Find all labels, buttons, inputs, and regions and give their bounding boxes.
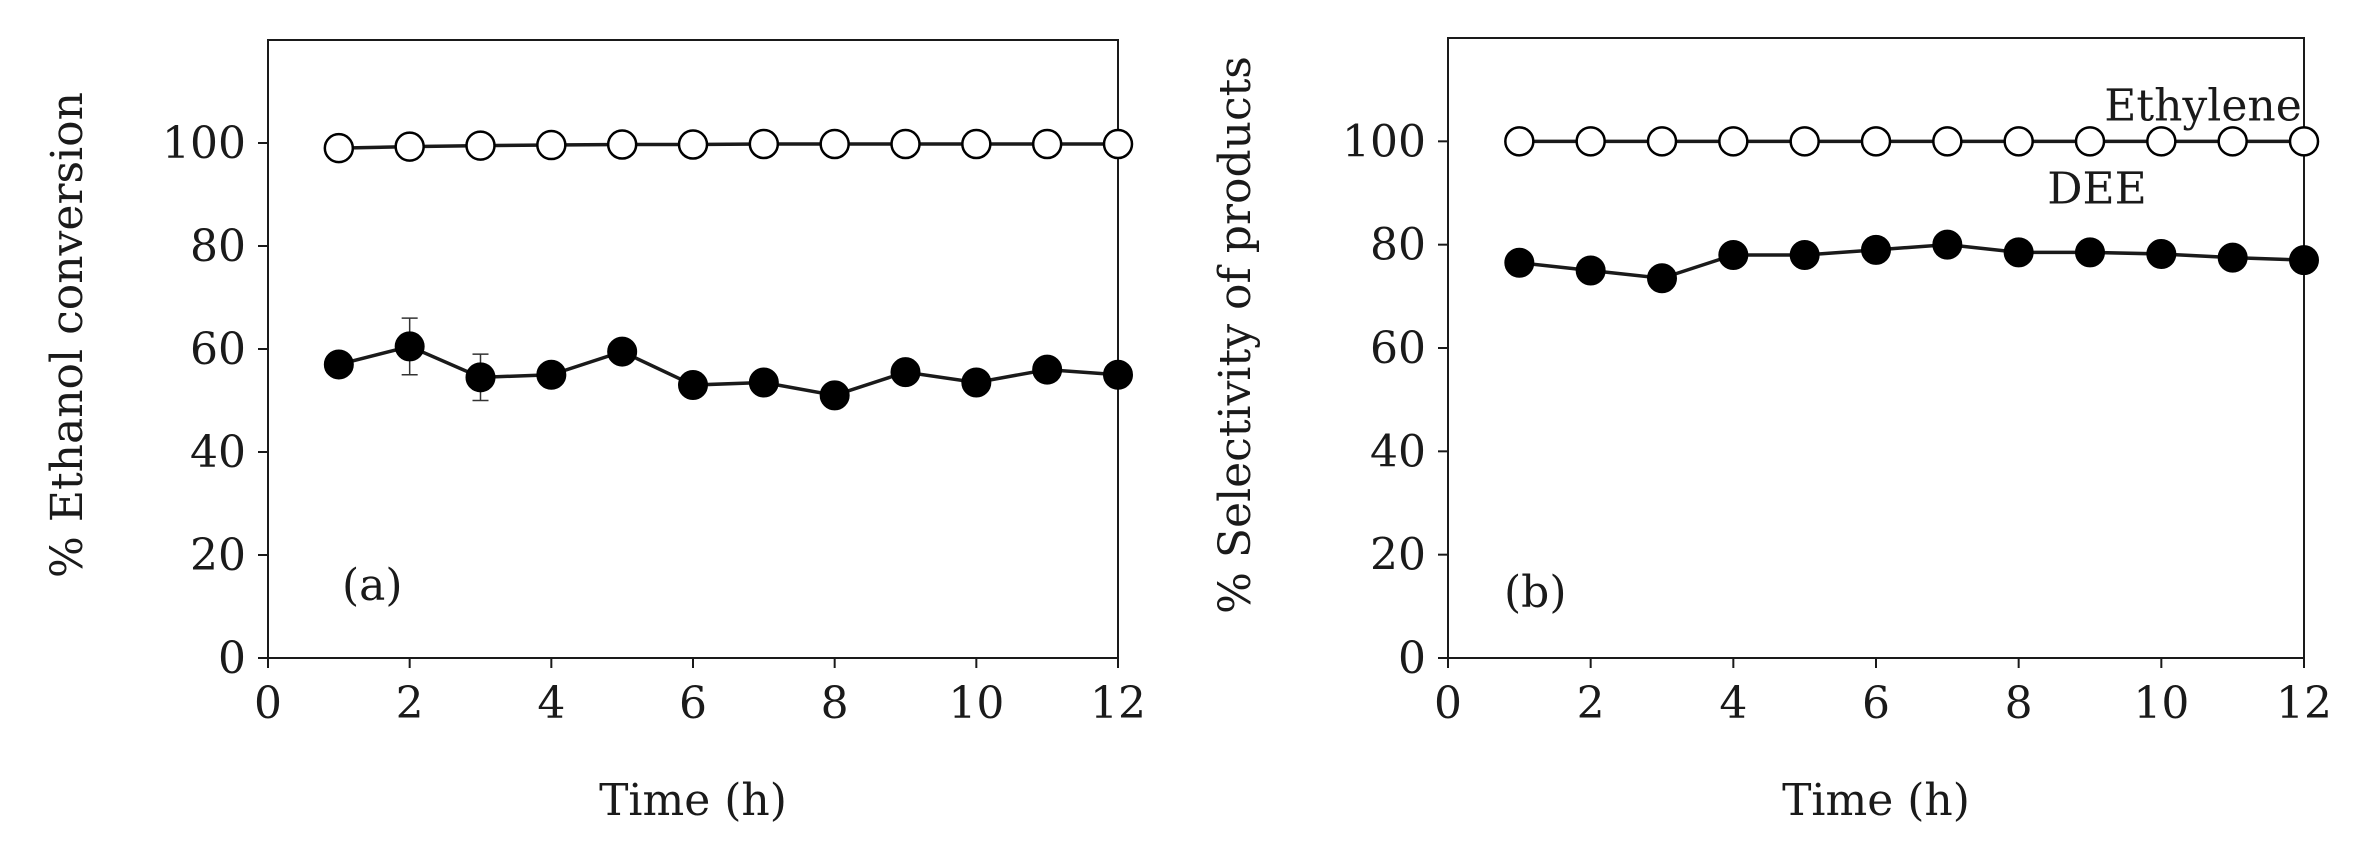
panel-a-ytick-label: 0 bbox=[218, 633, 246, 684]
panel-b-series-1-point bbox=[2217, 242, 2248, 273]
panel-a-xtick-label: 6 bbox=[679, 678, 707, 729]
panel-b-xlabel: Time (h) bbox=[1782, 775, 1970, 826]
panel-a-series-1-point bbox=[890, 357, 921, 388]
panel-a-ytick-label: 100 bbox=[162, 118, 246, 169]
panel-b-xtick-label: 12 bbox=[2276, 678, 2332, 729]
panel-b-series-0-point bbox=[1575, 126, 1606, 157]
panel-b-series-1-point bbox=[2146, 238, 2177, 269]
panel-a-series-0-point bbox=[606, 129, 638, 160]
panel-b-series-1-line bbox=[1519, 242, 2305, 281]
panel-b-series-1-point bbox=[2289, 245, 2319, 276]
panel-b-series-0-point bbox=[1504, 126, 1535, 157]
panel-a-series-0-point bbox=[961, 128, 992, 160]
panel-b-xtick-label: 4 bbox=[1719, 678, 1747, 729]
panel-b-series-1-point bbox=[1504, 247, 1535, 278]
panel-b-xtick-label: 6 bbox=[1862, 678, 1890, 729]
panel-a-series-0-line bbox=[338, 142, 1118, 150]
panel-b-series-0-point bbox=[2217, 126, 2248, 157]
panel-b-series-0-point bbox=[2003, 126, 2034, 157]
panel-b-panel-label: (b) bbox=[1504, 567, 1567, 618]
panel-a-xtick-label: 0 bbox=[254, 678, 282, 729]
panel-b-annotation: Ethylene bbox=[2104, 81, 2301, 132]
panel-a-series-0-point bbox=[394, 131, 425, 162]
panel-a-ytick-label: 80 bbox=[190, 221, 246, 272]
panel-b-ytick-label: 80 bbox=[1370, 220, 1426, 271]
panel-a-xtick-label: 4 bbox=[537, 678, 565, 729]
panel-a-xtick-label: 2 bbox=[396, 678, 424, 729]
panel-a-series-1-point bbox=[465, 362, 496, 393]
panel-b-ytick-label: 60 bbox=[1370, 323, 1426, 374]
panel-b-xtick-label: 8 bbox=[2005, 678, 2033, 729]
panel-b-annotation: DEE bbox=[2047, 163, 2147, 214]
panel-a-series-0-point bbox=[536, 129, 567, 161]
panel-a-series-1-point bbox=[748, 367, 779, 398]
panel-b-chart: % Selectivity of products Time (h) (b) 0… bbox=[1210, 37, 2332, 826]
panel-a-ylabel: % Ethanol conversion bbox=[42, 92, 93, 578]
panel-a-series-0-point bbox=[819, 128, 850, 160]
panel-b-series-1-point bbox=[2003, 237, 2034, 268]
panel-a-xtick-label: 12 bbox=[1090, 678, 1146, 729]
panel-a-series-1-point bbox=[1032, 354, 1063, 385]
panel-a-ytick-label: 40 bbox=[190, 427, 246, 478]
panel-b-series-0-point bbox=[1718, 126, 1749, 157]
panel-a-series-0-point bbox=[323, 132, 355, 164]
panel-a-series-1-line bbox=[338, 344, 1119, 398]
panel-a-series-1-point bbox=[678, 370, 708, 401]
panel-b-series-0-point bbox=[1932, 126, 1963, 157]
panel-b-ytick-label: 0 bbox=[1398, 633, 1426, 684]
panel-a-series-1-point bbox=[536, 359, 567, 390]
panel-b-series-0-point bbox=[1860, 126, 1892, 157]
panel-a-series-0-point bbox=[1102, 128, 1134, 160]
panel-a-series-1-point bbox=[1103, 359, 1133, 390]
panel-b-series-0-point bbox=[1646, 126, 1678, 157]
panel-b-ytick-label: 100 bbox=[1342, 116, 1426, 167]
panel-b-series-1-point bbox=[1575, 255, 1606, 286]
panel-a-series-0-point bbox=[677, 129, 709, 160]
panel-a-series-1-point bbox=[607, 336, 638, 367]
panel-a-xtick-label: 10 bbox=[948, 678, 1004, 729]
panel-a-xtick-label: 8 bbox=[821, 678, 849, 729]
panel-b-xtick-label: 2 bbox=[1577, 678, 1605, 729]
panel-b-xtick-label: 10 bbox=[2133, 678, 2189, 729]
panel-b-series-0-point bbox=[1789, 126, 1820, 157]
panel-a-series-1-point bbox=[323, 349, 354, 380]
panel-a-panel-label: (a) bbox=[342, 560, 403, 611]
panel-b-series-0-point bbox=[2146, 126, 2177, 157]
panel-b-ytick-label: 20 bbox=[1370, 530, 1426, 581]
panel-b-series-1-point bbox=[1789, 240, 1820, 270]
panel-a-series-1-point bbox=[961, 367, 992, 398]
panel-a-chart: % Ethanol conversion Time (h) (a) 0 2 4 6 8 1… bbox=[42, 39, 1146, 826]
panel-b-series-1-point bbox=[2075, 237, 2105, 268]
panel-b-ytick-label: 40 bbox=[1370, 426, 1426, 477]
panel-b-series-0-point bbox=[2288, 126, 2320, 157]
panel-b-series-1-point bbox=[1718, 240, 1749, 270]
panel-a-xlabel: Time (h) bbox=[599, 775, 787, 826]
panel-a-ytick-label: 20 bbox=[190, 530, 246, 581]
panel-a-series-1-point bbox=[819, 380, 850, 411]
panel-b-series-1-point bbox=[1932, 229, 1963, 260]
panel-b-series-1-point bbox=[1861, 234, 1891, 265]
panel-b-series-1-point bbox=[1647, 263, 1677, 294]
panel-a-series-0-point bbox=[890, 128, 921, 160]
panel-b-ylabel: % Selectivity of products bbox=[1210, 56, 1261, 614]
panel-a-series-0-point bbox=[1031, 128, 1063, 160]
panel-a-series-0-point bbox=[748, 128, 780, 160]
panel-b-series-0-point bbox=[2074, 126, 2106, 157]
panel-a-series-1-point bbox=[394, 331, 425, 362]
panel-b-xtick-label: 0 bbox=[1434, 678, 1462, 729]
panel-a-series-0-point bbox=[465, 130, 496, 161]
panel-a-ytick-label: 60 bbox=[190, 324, 246, 375]
